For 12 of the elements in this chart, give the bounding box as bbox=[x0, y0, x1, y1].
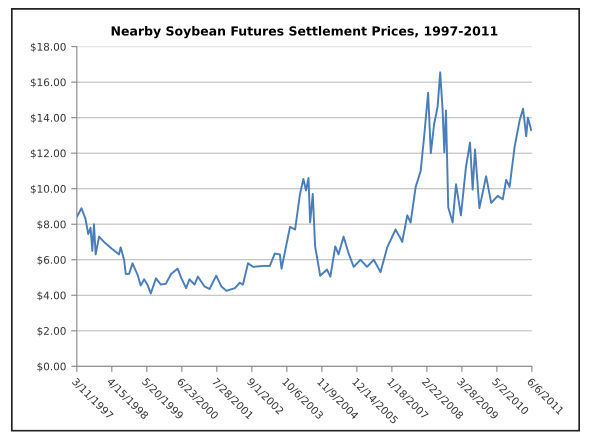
y-tick-label: $12.00 bbox=[30, 149, 66, 159]
line-series bbox=[76, 71, 532, 294]
y-tick-label: $16.00 bbox=[30, 78, 66, 88]
y-tick-label: $2.00 bbox=[37, 326, 66, 336]
chart-title: Nearby Soybean Futures Settlement Prices, 1997-2011 bbox=[112, 26, 498, 38]
y-tick-label: $4.00 bbox=[37, 291, 66, 301]
y-tick-label: $14.00 bbox=[30, 114, 66, 124]
y-tick-label: $0.00 bbox=[37, 362, 66, 372]
y-tick-label: $10.00 bbox=[30, 184, 66, 194]
y-tick-label: $6.00 bbox=[37, 256, 66, 266]
y-tick-label: $8.00 bbox=[37, 220, 66, 230]
y-tick-label: $18.00 bbox=[30, 42, 66, 52]
